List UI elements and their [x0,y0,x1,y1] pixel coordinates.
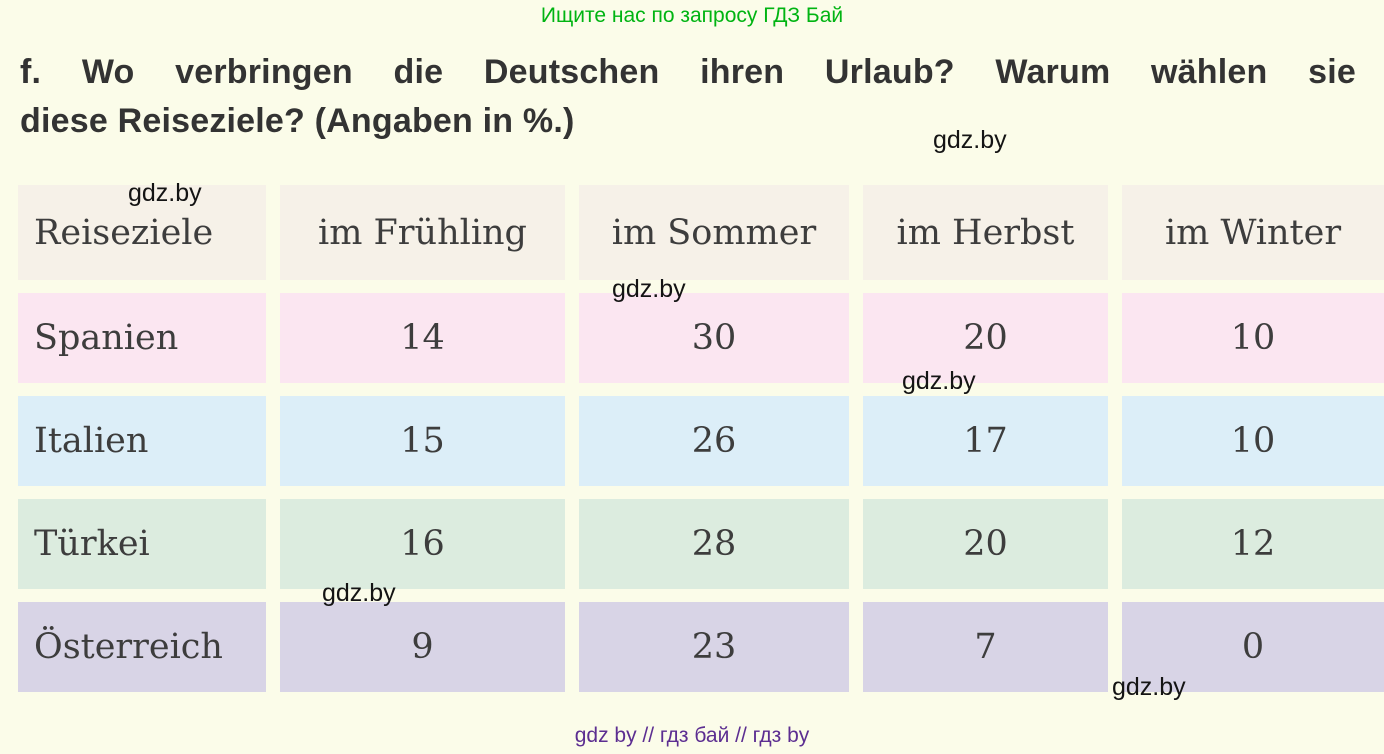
table-row-italien: Italien 15 26 17 10 [18,396,1384,486]
table-header-row: Reiseziele im Frühling im Sommer im Herb… [18,185,1384,280]
watermark-gdzby: gdz.by [612,275,686,303]
cell-value: 30 [579,293,849,383]
cell-value: 12 [1122,499,1384,589]
table-row-oesterreich: Österreich 9 23 7 0 [18,602,1384,692]
cell-value: 17 [863,396,1108,486]
header-im-winter: im Winter [1122,185,1384,280]
row-label: Türkei [18,499,266,589]
row-label: Italien [18,396,266,486]
header-im-herbst: im Herbst [863,185,1108,280]
cell-value: 9 [280,602,565,692]
cell-value: 23 [579,602,849,692]
cell-value: 10 [1122,396,1384,486]
row-label: Spanien [18,293,266,383]
watermark-gdzby: gdz.by [128,179,202,207]
watermark-gdzby: gdz.by [322,579,396,607]
cell-value: 15 [280,396,565,486]
table-row-spanien: Spanien 14 30 20 10 [18,293,1384,383]
cell-value: 16 [280,499,565,589]
page-title-line1: f. Wo verbringen die Deutschen ihren Url… [20,53,1356,91]
cell-value: 14 [280,293,565,383]
cell-value: 0 [1122,602,1384,692]
table-row-tuerkei: Türkei 16 28 20 12 [18,499,1384,589]
page-title: f. Wo verbringen die Deutschen ihren Url… [20,48,1356,146]
watermark-gdzby: gdz.by [1112,673,1186,701]
watermark-gdzby: gdz.by [902,367,976,395]
row-label: Österreich [18,602,266,692]
cell-value: 26 [579,396,849,486]
vacation-destinations-table: Reiseziele im Frühling im Sommer im Herb… [4,172,1384,705]
header-reiseziele: Reiseziele [18,185,266,280]
page-title-line2: diese Reiseziele? (Angaben in %.) [20,102,575,140]
cell-value: 20 [863,499,1108,589]
cell-value: 7 [863,602,1108,692]
promo-banner-text: Ищите нас по запросу ГДЗ Бай [540,4,844,27]
header-im-sommer: im Sommer [579,185,849,280]
footer-text: gdz by // гдз бай // гдз by [574,724,810,747]
header-im-fruehling: im Frühling [280,185,565,280]
cell-value: 28 [579,499,849,589]
watermark-gdzby: gdz.by [933,126,1007,154]
cell-value: 20 [863,293,1108,383]
cell-value: 10 [1122,293,1384,383]
